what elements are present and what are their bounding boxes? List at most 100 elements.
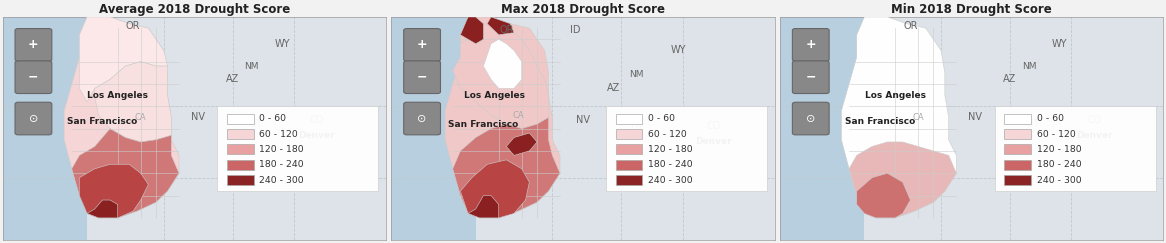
Polygon shape bbox=[461, 160, 529, 218]
Text: 120 - 180: 120 - 180 bbox=[1037, 145, 1081, 154]
Text: Los Angeles: Los Angeles bbox=[864, 91, 926, 100]
Text: NM: NM bbox=[245, 61, 259, 70]
Text: WY: WY bbox=[275, 39, 290, 49]
FancyBboxPatch shape bbox=[403, 102, 441, 135]
Text: 180 - 240: 180 - 240 bbox=[1037, 160, 1081, 169]
Bar bbox=[1004, 160, 1031, 170]
FancyBboxPatch shape bbox=[403, 61, 441, 94]
Text: Los Angeles: Los Angeles bbox=[464, 91, 526, 100]
Text: 0 - 60: 0 - 60 bbox=[648, 114, 675, 123]
Text: CA: CA bbox=[135, 113, 147, 122]
Polygon shape bbox=[445, 17, 560, 218]
Text: OR: OR bbox=[499, 25, 514, 35]
Text: Los Angeles: Los Angeles bbox=[87, 91, 148, 100]
Text: OR: OR bbox=[126, 21, 140, 31]
Bar bbox=[1004, 129, 1031, 139]
Text: 240 - 300: 240 - 300 bbox=[648, 176, 693, 185]
Text: AZ: AZ bbox=[1004, 74, 1017, 85]
Bar bbox=[616, 113, 642, 124]
Text: 0 - 60: 0 - 60 bbox=[260, 114, 287, 123]
Polygon shape bbox=[487, 17, 514, 35]
Text: NM: NM bbox=[1021, 61, 1037, 70]
Text: CA: CA bbox=[512, 111, 524, 120]
Text: AZ: AZ bbox=[226, 74, 239, 85]
Title: Min 2018 Drought Score: Min 2018 Drought Score bbox=[891, 3, 1052, 16]
Text: Denver: Denver bbox=[298, 131, 336, 140]
Polygon shape bbox=[452, 117, 560, 218]
Text: +: + bbox=[416, 38, 428, 51]
Text: 60 - 120: 60 - 120 bbox=[1037, 130, 1075, 139]
Bar bbox=[616, 175, 642, 185]
Text: CO: CO bbox=[310, 115, 324, 125]
Text: +: + bbox=[806, 38, 816, 51]
Text: CA: CA bbox=[912, 113, 923, 122]
FancyBboxPatch shape bbox=[217, 106, 378, 191]
Text: 60 - 120: 60 - 120 bbox=[648, 130, 687, 139]
Bar bbox=[227, 160, 254, 170]
FancyBboxPatch shape bbox=[793, 102, 829, 135]
Bar bbox=[616, 144, 642, 155]
FancyBboxPatch shape bbox=[403, 29, 441, 61]
Text: ⊙: ⊙ bbox=[417, 113, 427, 123]
Bar bbox=[227, 175, 254, 185]
Polygon shape bbox=[484, 39, 521, 88]
FancyBboxPatch shape bbox=[793, 29, 829, 61]
Text: NV: NV bbox=[576, 115, 590, 125]
Text: 240 - 300: 240 - 300 bbox=[1037, 176, 1081, 185]
Text: NM: NM bbox=[630, 70, 644, 79]
Polygon shape bbox=[64, 17, 180, 218]
Text: WY: WY bbox=[1052, 39, 1068, 49]
Title: Max 2018 Drought Score: Max 2018 Drought Score bbox=[501, 3, 665, 16]
Polygon shape bbox=[79, 17, 168, 102]
Text: +: + bbox=[28, 38, 38, 51]
Polygon shape bbox=[506, 133, 538, 155]
Text: Denver: Denver bbox=[1076, 131, 1112, 140]
Text: 180 - 240: 180 - 240 bbox=[260, 160, 304, 169]
FancyBboxPatch shape bbox=[793, 61, 829, 94]
Text: San Francisco: San Francisco bbox=[448, 120, 519, 129]
Text: UT: UT bbox=[1026, 119, 1039, 129]
Text: UT: UT bbox=[630, 124, 644, 134]
Bar bbox=[1004, 144, 1031, 155]
Text: ⊙: ⊙ bbox=[29, 113, 38, 123]
Text: −: − bbox=[806, 71, 816, 84]
Text: 0 - 60: 0 - 60 bbox=[1037, 114, 1063, 123]
Bar bbox=[227, 144, 254, 155]
Polygon shape bbox=[857, 173, 911, 218]
Bar bbox=[227, 113, 254, 124]
FancyBboxPatch shape bbox=[995, 106, 1156, 191]
Text: 120 - 180: 120 - 180 bbox=[648, 145, 693, 154]
Text: CO: CO bbox=[707, 121, 721, 131]
Bar bbox=[1004, 175, 1031, 185]
Bar bbox=[616, 129, 642, 139]
Text: NV: NV bbox=[969, 113, 983, 122]
FancyBboxPatch shape bbox=[606, 106, 767, 191]
Text: Denver: Denver bbox=[695, 138, 731, 147]
Polygon shape bbox=[842, 17, 956, 218]
FancyBboxPatch shape bbox=[15, 61, 51, 94]
Text: WY: WY bbox=[670, 45, 687, 55]
Text: 240 - 300: 240 - 300 bbox=[260, 176, 304, 185]
Polygon shape bbox=[849, 142, 956, 218]
Polygon shape bbox=[79, 164, 148, 218]
Text: 60 - 120: 60 - 120 bbox=[260, 130, 298, 139]
Title: Average 2018 Drought Score: Average 2018 Drought Score bbox=[99, 3, 290, 16]
Text: CO: CO bbox=[1087, 115, 1102, 125]
Polygon shape bbox=[87, 200, 118, 218]
Polygon shape bbox=[94, 61, 171, 142]
Polygon shape bbox=[452, 24, 548, 129]
Text: −: − bbox=[416, 71, 428, 84]
FancyBboxPatch shape bbox=[15, 29, 51, 61]
Polygon shape bbox=[461, 17, 484, 44]
Text: −: − bbox=[28, 71, 38, 84]
Text: 180 - 240: 180 - 240 bbox=[648, 160, 693, 169]
Text: ID: ID bbox=[570, 25, 581, 35]
Text: 120 - 180: 120 - 180 bbox=[260, 145, 304, 154]
Text: OR: OR bbox=[904, 21, 918, 31]
Text: San Francisco: San Francisco bbox=[68, 117, 138, 126]
Text: UT: UT bbox=[250, 119, 262, 129]
Polygon shape bbox=[468, 196, 499, 218]
Polygon shape bbox=[72, 129, 180, 218]
FancyBboxPatch shape bbox=[15, 102, 51, 135]
Bar bbox=[1004, 113, 1031, 124]
